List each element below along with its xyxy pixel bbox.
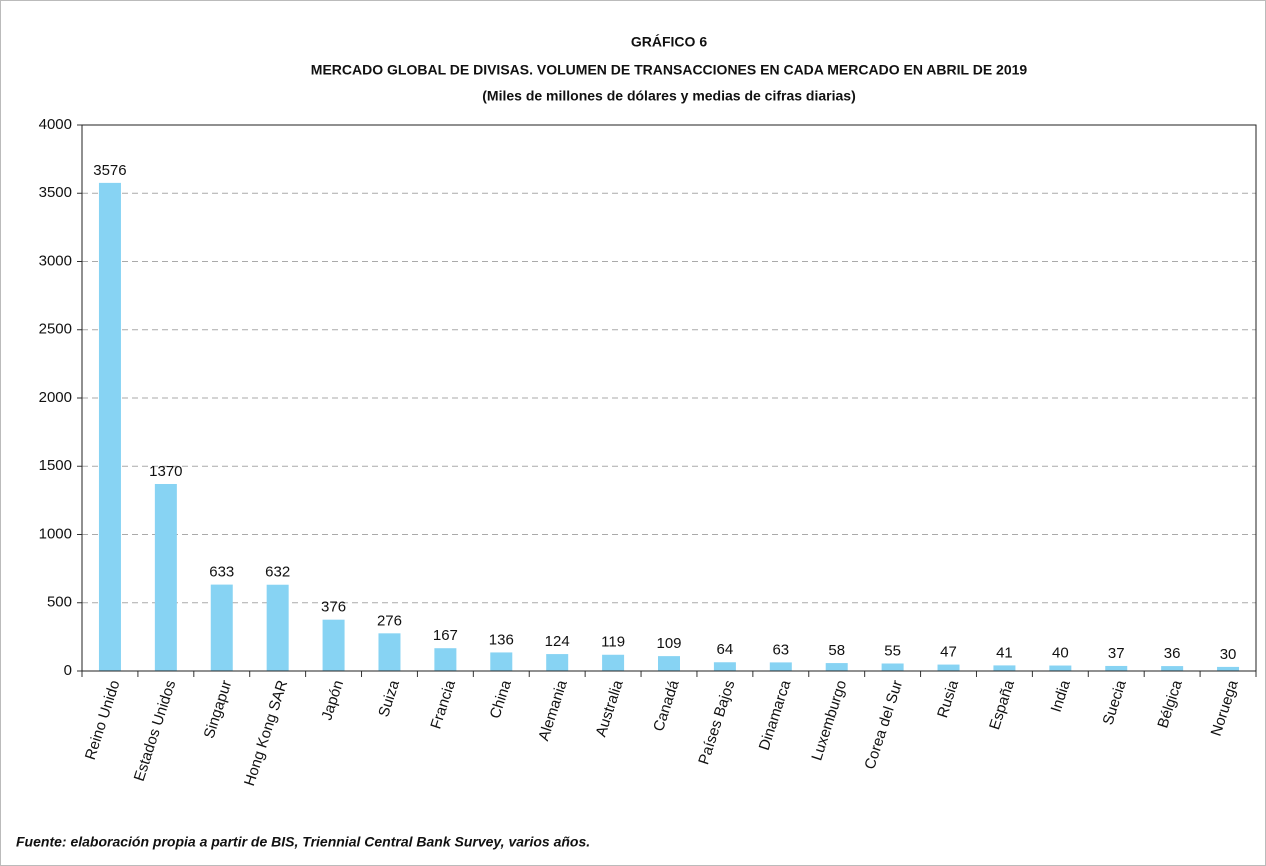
value-label: 167 (433, 627, 458, 644)
value-label: 37 (1108, 645, 1125, 662)
bar (98, 182, 121, 671)
value-label: 136 (489, 631, 514, 648)
value-label: 1370 (149, 463, 182, 480)
bar (154, 483, 177, 671)
value-label: 119 (601, 634, 625, 651)
bar (322, 619, 345, 671)
value-label: 55 (884, 642, 901, 659)
y-tick-label: 2000 (39, 389, 72, 406)
y-tick-label: 1500 (39, 457, 72, 474)
y-tick-label: 2500 (39, 321, 72, 338)
y-tick-label: 3000 (39, 252, 72, 269)
bar (266, 584, 289, 671)
bar (658, 656, 680, 671)
chart-subtitle: MERCADO GLOBAL DE DIVISAS. VOLUMEN DE TR… (311, 62, 1028, 78)
value-label: 276 (377, 612, 402, 629)
value-label: 632 (265, 564, 290, 581)
bar (1049, 665, 1072, 671)
bar (993, 665, 1016, 671)
value-label: 47 (940, 644, 957, 661)
value-label: 124 (545, 633, 570, 650)
bar (713, 662, 736, 671)
bar (378, 633, 401, 671)
y-tick-label: 4000 (39, 116, 72, 133)
bar (490, 652, 513, 671)
y-tick-label: 500 (47, 594, 72, 611)
bar (825, 663, 848, 671)
bar (1161, 666, 1184, 671)
value-label: 376 (321, 599, 346, 616)
bar (434, 648, 457, 671)
value-label: 58 (828, 642, 845, 659)
bar (769, 662, 792, 671)
value-label: 3576 (93, 162, 126, 179)
value-label: 40 (1052, 645, 1069, 662)
bar (546, 654, 569, 671)
bar (210, 584, 233, 671)
chart-title: GRÁFICO 6 (631, 34, 707, 50)
bar (1105, 665, 1128, 671)
value-label: 36 (1164, 645, 1181, 662)
value-label: 109 (656, 635, 681, 652)
y-tick-label: 0 (64, 662, 72, 679)
y-tick-label: 1000 (39, 525, 72, 542)
bar (881, 663, 904, 671)
bar (1217, 666, 1240, 671)
value-label: 64 (717, 641, 734, 658)
plot-frame (81, 124, 1257, 672)
bar (602, 654, 625, 671)
value-label: 633 (209, 564, 234, 581)
value-label: 63 (772, 641, 789, 658)
value-label: 41 (996, 644, 1013, 661)
value-label: 30 (1220, 646, 1237, 663)
y-tick-label: 3500 (39, 184, 72, 201)
chart-note: (Miles de millones de dólares y medias d… (482, 88, 855, 104)
bar (937, 664, 960, 671)
source: Fuente: elaboración propia a partir de B… (16, 834, 590, 850)
